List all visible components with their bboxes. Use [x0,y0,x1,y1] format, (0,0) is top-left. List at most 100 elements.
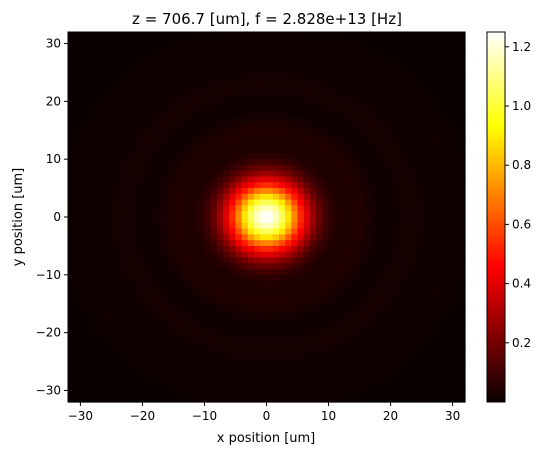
heatmap-cell [334,176,342,183]
heatmap-cell [316,164,323,172]
heatmap-cell [328,251,336,259]
heatmap-cell [210,66,218,74]
heatmap-cell [204,205,212,212]
heatmap-cell [353,367,361,374]
heatmap-cell [86,292,94,299]
heatmap-cell [260,205,268,212]
heatmap-cell [148,130,156,137]
heatmap-cell [421,286,429,293]
heatmap-cell [241,257,249,264]
heatmap-cell [322,32,330,39]
heatmap-cell [291,326,299,334]
heatmap-cell [390,274,398,282]
heatmap-cell [427,124,435,131]
heatmap-cell [204,153,212,160]
heatmap-cell [353,251,361,259]
heatmap-cell [303,170,311,178]
heatmap-cell [179,274,187,282]
heatmap-cell [347,355,354,363]
heatmap-cell [415,338,423,345]
heatmap-cell [347,60,354,68]
heatmap-cell [440,332,447,340]
heatmap-cell [359,344,367,351]
heatmap-cell [142,89,150,97]
heatmap-cell [297,170,305,178]
heatmap-cell [179,315,187,322]
heatmap-cell [402,211,410,218]
colorbar-tick-label: 1.0 [512,99,531,113]
heatmap-cell [204,332,212,340]
heatmap-cell [117,153,125,160]
heatmap-cell [105,338,113,345]
heatmap-cell [235,84,243,91]
heatmap-cell [396,170,404,178]
heatmap-cell [154,107,162,114]
heatmap-cell [409,176,416,183]
heatmap-cell [173,147,181,155]
heatmap-cell [192,292,199,299]
heatmap-cell [266,367,274,374]
heatmap-cell [334,251,342,259]
heatmap-cell [74,367,81,374]
heatmap-cell [204,240,212,247]
heatmap-cell [223,373,230,380]
heatmap-cell [371,234,379,241]
heatmap-cell [210,153,218,160]
heatmap-cell [223,303,230,311]
heatmap-cell [235,43,243,50]
heatmap-cell [216,234,224,241]
heatmap-cell [402,257,410,264]
heatmap-cell [148,72,156,79]
heatmap-cell [458,107,466,114]
heatmap-cell [235,390,243,397]
heatmap-cell [427,136,435,143]
heatmap-cell [334,107,342,114]
heatmap-cell [117,193,125,201]
heatmap-cell [99,89,106,97]
heatmap-cell [117,321,125,328]
heatmap-cell [427,396,435,403]
heatmap-cell [68,193,75,201]
heatmap-cell [148,338,156,345]
heatmap-cell [421,367,429,374]
heatmap-cell [99,107,106,114]
heatmap-cell [384,315,392,322]
heatmap-cell [105,286,113,293]
heatmap-cell [378,72,385,79]
heatmap-cell [167,118,175,126]
heatmap-cell [216,355,224,363]
heatmap-cell [458,49,466,56]
heatmap-cell [272,280,280,287]
heatmap-cell [266,101,274,108]
heatmap-cell [74,84,81,91]
heatmap-cell [316,297,323,305]
heatmap-cell [192,251,199,259]
heatmap-cell [322,263,330,270]
heatmap-cell [334,159,342,166]
heatmap-cell [334,355,342,363]
heatmap-cell [148,269,156,276]
heatmap-cell [161,118,168,126]
heatmap-cell [235,66,243,74]
heatmap-cell [130,234,137,241]
heatmap-cell [396,66,404,74]
heatmap-cell [80,199,88,207]
heatmap-cell [173,251,181,259]
heatmap-cell [278,321,286,328]
heatmap-cell [371,78,379,85]
heatmap-cell [409,130,416,137]
heatmap-cell [229,182,237,189]
heatmap-cell [427,72,435,79]
heatmap-cell [80,269,88,276]
heatmap-cell [260,332,268,340]
heatmap-cell [433,176,441,183]
heatmap-cell [458,78,466,85]
heatmap-cell [378,321,385,328]
heatmap-cell [297,274,305,282]
heatmap-cell [458,269,466,276]
heatmap-cell [105,147,113,155]
heatmap-cell [198,396,206,403]
heatmap-cell [185,112,193,120]
heatmap-cell [384,251,392,259]
heatmap-cell [291,118,299,126]
